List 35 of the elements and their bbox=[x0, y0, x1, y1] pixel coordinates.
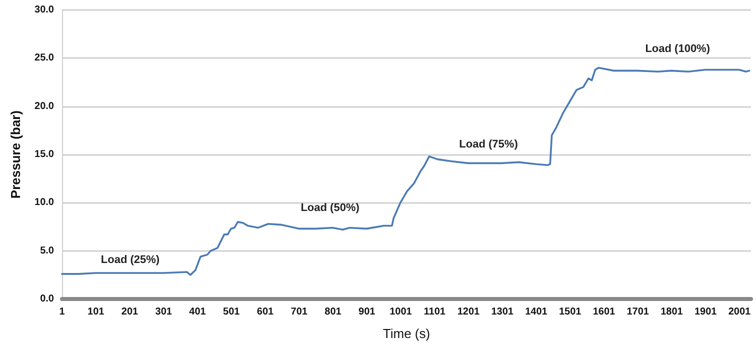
x-tick-label: 1401 bbox=[525, 306, 548, 318]
x-tick-label: 601 bbox=[256, 306, 274, 318]
x-tick-label: 1201 bbox=[457, 306, 480, 318]
x-tick-label: 1001 bbox=[390, 306, 412, 318]
annotation: Load (75%) bbox=[459, 138, 518, 150]
x-tick-label: 1101 bbox=[424, 306, 446, 318]
y-tick-label: 10.0 bbox=[34, 197, 54, 208]
x-tick-label: 1801 bbox=[660, 306, 684, 318]
y-tick-label: 25.0 bbox=[34, 52, 54, 64]
y-tick-label: 0.0 bbox=[40, 294, 54, 304]
annotation: Load (25%) bbox=[100, 254, 160, 266]
y-tick-label: 20.0 bbox=[34, 100, 54, 112]
x-tick-label: 401 bbox=[189, 306, 206, 318]
x-tick-label: 1701 bbox=[626, 306, 650, 318]
y-tick-label: 5.0 bbox=[40, 245, 54, 256]
x-tick-label: 301 bbox=[155, 306, 172, 318]
x-tick-label: 101 bbox=[88, 306, 105, 318]
x-tick-label: 1301 bbox=[491, 306, 514, 318]
x-tick-label: 801 bbox=[324, 306, 342, 318]
x-axis-title: Time (s) bbox=[382, 326, 430, 341]
annotation: Load (50%) bbox=[300, 202, 360, 214]
line-series bbox=[61, 66, 750, 276]
x-tick-label: 201 bbox=[121, 306, 139, 318]
x-tick-label: 2001 bbox=[728, 306, 752, 318]
y-axis-title: Pressure (bar) bbox=[8, 110, 23, 199]
x-tick-label: 501 bbox=[223, 306, 240, 318]
x-tick-label: 1 bbox=[59, 306, 66, 318]
x-tick-label: 1501 bbox=[558, 306, 582, 318]
annotation: Load (100%) bbox=[645, 42, 710, 55]
x-tick-label: 901 bbox=[358, 306, 376, 318]
x-tick-label: 1901 bbox=[694, 306, 718, 318]
x-tick-label: 1601 bbox=[592, 306, 616, 318]
y-tick-label: 15.0 bbox=[34, 149, 54, 160]
x-tick-label: 701 bbox=[290, 306, 308, 318]
y-tick-label: 30.0 bbox=[34, 4, 54, 16]
